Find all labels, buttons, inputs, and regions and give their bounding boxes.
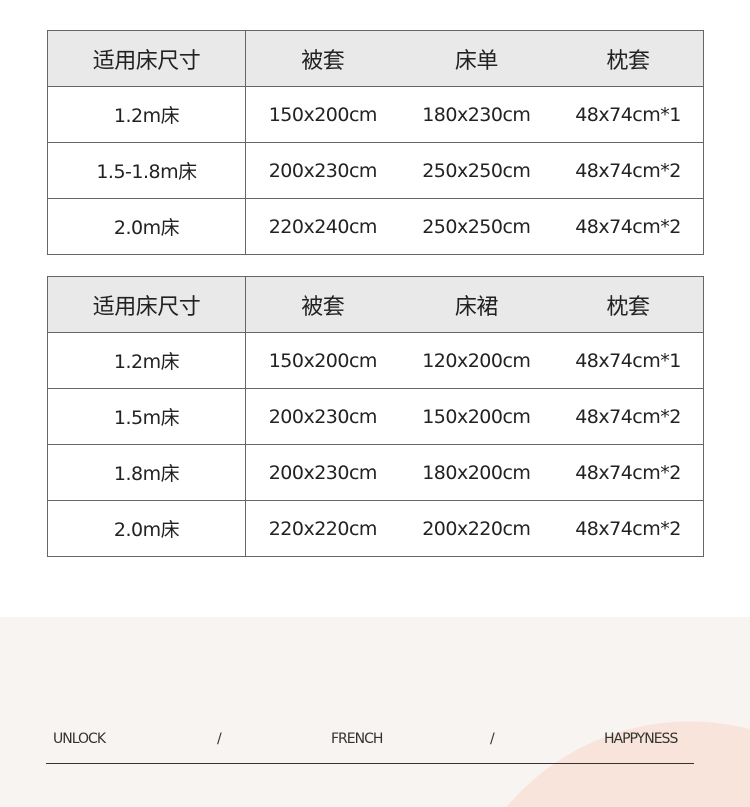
footer-word-happyness: HAPPYNESS: [604, 731, 678, 747]
table-cell: 1.5-1.8m床: [47, 142, 246, 199]
table-cell: 48x74cm*1: [575, 349, 681, 372]
table-cell: 200x220cm: [422, 517, 531, 540]
table-cell: 48x74cm*2: [575, 159, 681, 182]
table-cell: 150x200cm: [422, 405, 531, 428]
table-cell: 48x74cm*2: [575, 215, 681, 238]
footer-divider: [46, 763, 694, 764]
table-cell: 48x74cm*2: [575, 405, 681, 428]
table-row: 1.5m床 200x230cm 150x200cm 48x74cm*2: [47, 388, 704, 445]
column-header: 床单: [399, 30, 554, 87]
table-cell: 1.2m床: [47, 86, 246, 143]
table-cell: 120x200cm: [422, 349, 531, 372]
footer-word-french: FRENCH: [331, 731, 383, 747]
table-row: 2.0m床 220x240cm 250x250cm 48x74cm*2: [47, 198, 704, 255]
table-cell: 200x230cm: [268, 461, 378, 484]
table-cell: 200x230cm: [268, 405, 378, 428]
column-header: 适用床尺寸: [47, 30, 246, 87]
table-cell: 1.8m床: [47, 444, 246, 501]
table-cell: 220x240cm: [268, 215, 378, 238]
footer-word-unlock: UNLOCK: [53, 731, 106, 747]
table-cell: 220x220cm: [268, 517, 378, 540]
header-row: 适用床尺寸 被套 床单 枕套: [47, 30, 704, 87]
table-row: 1.2m床 150x200cm 180x230cm 48x74cm*1: [47, 86, 704, 143]
table-row: 2.0m床 220x220cm 200x220cm 48x74cm*2: [47, 500, 704, 557]
bedding-size-table-2: 适用床尺寸 被套 床裙 枕套 1.2m床 150x200cm 120x200cm 48x74c…: [47, 276, 704, 557]
table-cell: 250x250cm: [422, 159, 531, 182]
column-header: 枕套: [553, 276, 704, 333]
table-cell: 1.2m床: [47, 332, 246, 389]
table-row: 1.8m床 200x230cm 180x200cm 48x74cm*2: [47, 444, 704, 501]
table-cell: 2.0m床: [47, 500, 246, 557]
table-cell: 1.5m床: [47, 388, 246, 445]
table-cell: 2.0m床: [47, 198, 246, 255]
column-header: 被套: [245, 276, 400, 333]
table-cell: 180x200cm: [422, 461, 531, 484]
table-cell: 150x200cm: [268, 349, 378, 372]
table-cell: 150x200cm: [268, 103, 378, 126]
header-row: 适用床尺寸 被套 床裙 枕套: [47, 276, 704, 333]
footer-separator: /: [217, 731, 222, 747]
table-row: 1.5-1.8m床 200x230cm 250x250cm 48x74cm*2: [47, 142, 704, 199]
table-cell: 48x74cm*1: [575, 103, 681, 126]
table-row: 1.2m床 150x200cm 120x200cm 48x74cm*1: [47, 332, 704, 389]
column-header: 枕套: [553, 30, 704, 87]
table-cell: 200x230cm: [268, 159, 378, 182]
table-cell: 48x74cm*2: [575, 517, 681, 540]
table-cell: 250x250cm: [422, 215, 531, 238]
table-cell: 180x230cm: [422, 103, 531, 126]
column-header: 被套: [245, 30, 400, 87]
table-cell: 48x74cm*2: [575, 461, 681, 484]
bedding-size-table-1: 适用床尺寸 被套 床单 枕套 1.2m床 150x200cm 180x230cm 48x74c…: [47, 30, 704, 255]
column-header: 适用床尺寸: [47, 276, 246, 333]
footer-banner-with-decorative-circle: UNLOCK / FRENCH / HAPPYNESS: [0, 617, 750, 807]
footer-separator: /: [490, 731, 495, 747]
column-header: 床裙: [399, 276, 554, 333]
